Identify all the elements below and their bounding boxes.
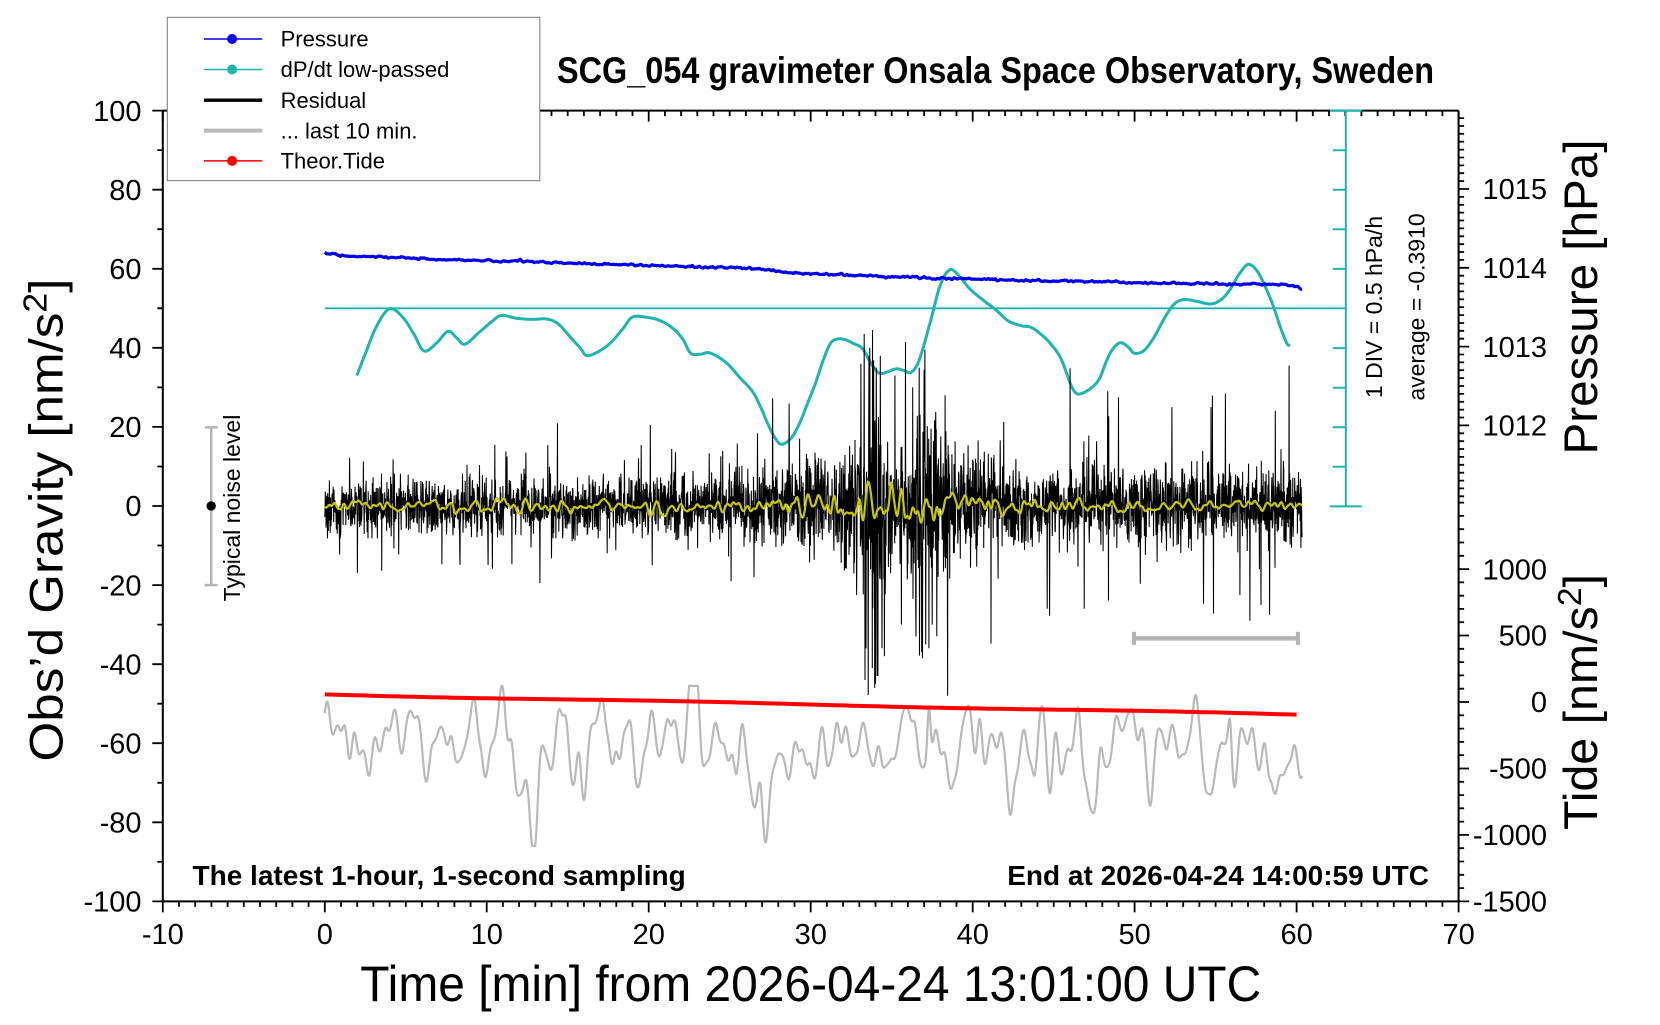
- svg-text:500: 500: [1499, 621, 1547, 653]
- svg-text:Tide [nm/s2]: Tide [nm/s2]: [1551, 574, 1607, 830]
- svg-text:60: 60: [1280, 919, 1312, 951]
- svg-text:Obs’d Gravity [nm/s2]: Obs’d Gravity [nm/s2]: [17, 278, 73, 761]
- svg-text:20: 20: [109, 412, 141, 444]
- svg-text:Time [min] from 2026-04-24 13:: Time [min] from 2026-04-24 13:01:00 UTC: [360, 956, 1261, 1012]
- svg-text:50: 50: [1118, 919, 1150, 951]
- svg-text:30: 30: [795, 919, 827, 951]
- svg-text:0: 0: [317, 919, 333, 951]
- svg-text:-1000: -1000: [1473, 820, 1547, 852]
- svg-text:1000: 1000: [1482, 554, 1547, 586]
- svg-text:dP/dt low-passed: dP/dt low-passed: [281, 57, 450, 82]
- svg-text:1 DIV = 0.5 hPa/h: 1 DIV = 0.5 hPa/h: [1361, 216, 1387, 398]
- svg-text:Pressure [hPa]: Pressure [hPa]: [1554, 140, 1607, 455]
- svg-text:... last 10 min.: ... last 10 min.: [281, 118, 418, 143]
- svg-text:-80: -80: [100, 808, 142, 840]
- svg-text:-1500: -1500: [1473, 887, 1547, 919]
- svg-text:60: 60: [109, 254, 141, 286]
- svg-text:20: 20: [633, 919, 665, 951]
- svg-text:SCG_054 gravimeter Onsala Spac: SCG_054 gravimeter Onsala Space Observat…: [557, 50, 1434, 91]
- svg-text:Theor.Tide: Theor.Tide: [281, 149, 385, 174]
- svg-text:1012: 1012: [1482, 411, 1547, 443]
- svg-text:average = -0.3910: average = -0.3910: [1404, 213, 1430, 400]
- svg-text:Residual: Residual: [281, 88, 367, 113]
- svg-text:-100: -100: [83, 887, 141, 919]
- svg-text:-10: -10: [142, 919, 184, 951]
- svg-text:0: 0: [1531, 687, 1547, 719]
- svg-text:1015: 1015: [1482, 174, 1547, 206]
- svg-text:-500: -500: [1489, 754, 1547, 786]
- svg-text:1014: 1014: [1482, 253, 1547, 285]
- svg-text:80: 80: [109, 175, 141, 207]
- svg-text:End at 2026-04-24 14:00:59 UTC: End at 2026-04-24 14:00:59 UTC: [1007, 860, 1429, 891]
- svg-text:1013: 1013: [1482, 332, 1547, 364]
- svg-text:100: 100: [93, 96, 141, 128]
- svg-text:-20: -20: [100, 570, 142, 602]
- svg-text:40: 40: [109, 333, 141, 365]
- svg-text:-40: -40: [100, 649, 142, 681]
- svg-text:-60: -60: [100, 728, 142, 760]
- svg-text:70: 70: [1442, 919, 1474, 951]
- svg-text:0: 0: [125, 491, 141, 523]
- svg-text:The latest 1-hour, 1-second sa: The latest 1-hour, 1-second sampling: [193, 860, 686, 891]
- svg-text:40: 40: [957, 919, 989, 951]
- svg-text:Typical noise level: Typical noise level: [219, 415, 245, 602]
- svg-text:Pressure: Pressure: [281, 27, 369, 52]
- svg-text:10: 10: [471, 919, 503, 951]
